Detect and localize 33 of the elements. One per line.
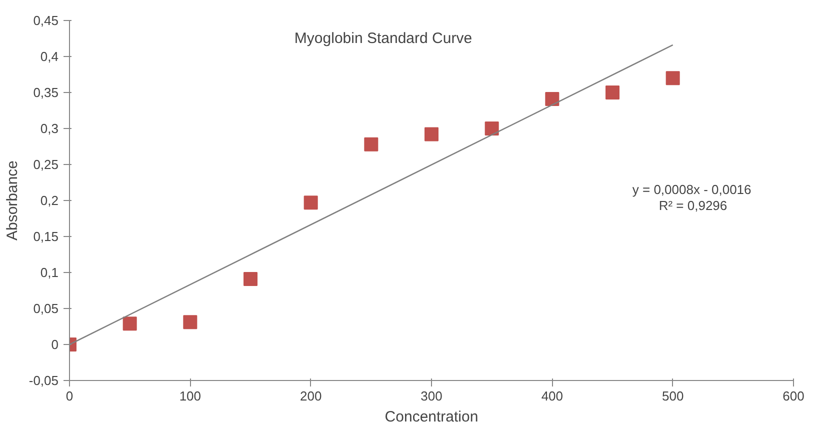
point bbox=[122, 316, 137, 331]
point bbox=[666, 71, 680, 86]
y-tick-label: 0,1 bbox=[40, 265, 59, 280]
point bbox=[183, 315, 198, 330]
point bbox=[244, 272, 258, 286]
point bbox=[304, 196, 318, 210]
x-tick-label: 600 bbox=[782, 388, 804, 404]
y-tick-label: 0,35 bbox=[33, 85, 59, 100]
x-tick-label: 400 bbox=[541, 388, 564, 404]
point bbox=[424, 127, 438, 142]
y-tick-label: 0,4 bbox=[40, 49, 59, 64]
text: Myoglobin Standard Curve bbox=[294, 30, 472, 47]
y-tick-label: -0,05 bbox=[28, 373, 59, 388]
y-tick-label: 0,2 bbox=[40, 193, 59, 208]
x-tick-label: 200 bbox=[300, 388, 322, 404]
annotation: y = 0,0008x - 0,0016 bbox=[632, 182, 752, 198]
annotation: R² = 0,9296 bbox=[658, 198, 728, 214]
y-tick-label: 0,25 bbox=[33, 157, 59, 172]
y-tick-label: 0 bbox=[51, 337, 59, 352]
x-tick-label: 100 bbox=[179, 388, 202, 404]
x-tick-label: 0 bbox=[66, 388, 74, 404]
y-tick-label: 0,15 bbox=[33, 229, 59, 244]
y-tick-label: 0,05 bbox=[33, 301, 59, 316]
point bbox=[606, 86, 620, 100]
y-axis-title: Absorbance bbox=[4, 160, 21, 241]
y-tick-label: 0,45 bbox=[33, 13, 59, 28]
point bbox=[364, 137, 378, 152]
point bbox=[545, 92, 560, 106]
y-tick-label: 0,3 bbox=[40, 121, 59, 136]
point bbox=[484, 122, 499, 136]
x-tick-label: 300 bbox=[420, 388, 442, 404]
x-axis-title: Concentration bbox=[384, 408, 478, 426]
x-tick-label: 500 bbox=[662, 388, 684, 404]
